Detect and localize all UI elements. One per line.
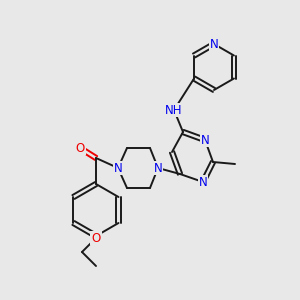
Text: N: N xyxy=(201,134,209,146)
Text: N: N xyxy=(210,38,218,50)
Text: N: N xyxy=(114,161,122,175)
Text: N: N xyxy=(154,161,162,175)
Text: O: O xyxy=(92,232,100,244)
Text: O: O xyxy=(75,142,85,154)
Text: N: N xyxy=(199,176,207,188)
Text: NH: NH xyxy=(165,103,183,116)
